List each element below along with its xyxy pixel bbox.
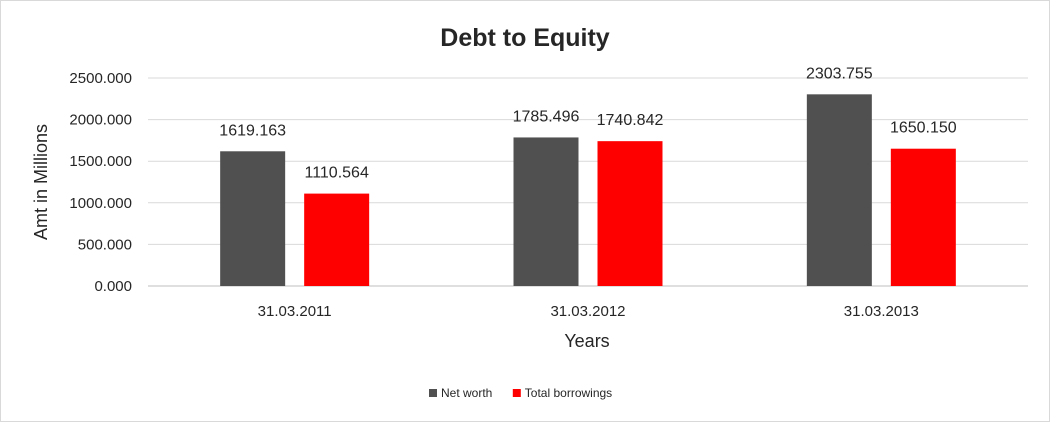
y-tick-label: 0.000	[94, 278, 132, 295]
bar	[220, 151, 286, 286]
data-label: 1619.163	[219, 122, 286, 139]
y-tick-label: 500.000	[78, 236, 132, 253]
x-tick-label: 31.03.2011	[258, 303, 332, 320]
y-tick-label: 1500.000	[69, 153, 132, 170]
data-labels: 1619.163 1110.564 1785.496 1740.842 2303.755…	[219, 65, 957, 181]
x-axis-ticks: 31.03.2011 31.03.2012 31.03.2013	[258, 303, 919, 320]
y-axis-ticks: 0.000 500.000 1000.000 1500.000 2000.000 2500…	[69, 70, 132, 295]
bar	[597, 141, 663, 286]
data-label: 2303.755	[806, 65, 873, 82]
y-tick-label: 2000.000	[69, 112, 132, 129]
bar	[513, 137, 579, 286]
gridlines	[148, 77, 1028, 287]
x-tick-label: 31.03.2013	[844, 303, 919, 320]
bar	[806, 94, 872, 287]
y-tick-label: 1000.000	[69, 195, 132, 212]
chart-title: Debt to Equity	[440, 24, 610, 52]
legend-swatch	[512, 389, 521, 397]
legend: Net worth Total borrowings	[429, 386, 612, 400]
data-label: 1110.564	[304, 165, 368, 182]
y-tick-label: 2500.000	[69, 70, 132, 87]
y-axis-title: Amt in Millions	[31, 124, 51, 240]
legend-swatch	[429, 389, 437, 397]
legend-label: Net worth	[441, 386, 492, 400]
bar	[890, 148, 956, 286]
bars	[220, 94, 956, 287]
bar	[304, 193, 370, 286]
data-label: 1785.496	[513, 108, 580, 125]
data-label: 1650.150	[890, 120, 957, 137]
x-tick-label: 31.03.2012	[550, 303, 625, 320]
data-label: 1740.842	[597, 112, 664, 129]
legend-label: Total borrowings	[525, 386, 612, 400]
x-axis-title: Years	[564, 331, 609, 351]
